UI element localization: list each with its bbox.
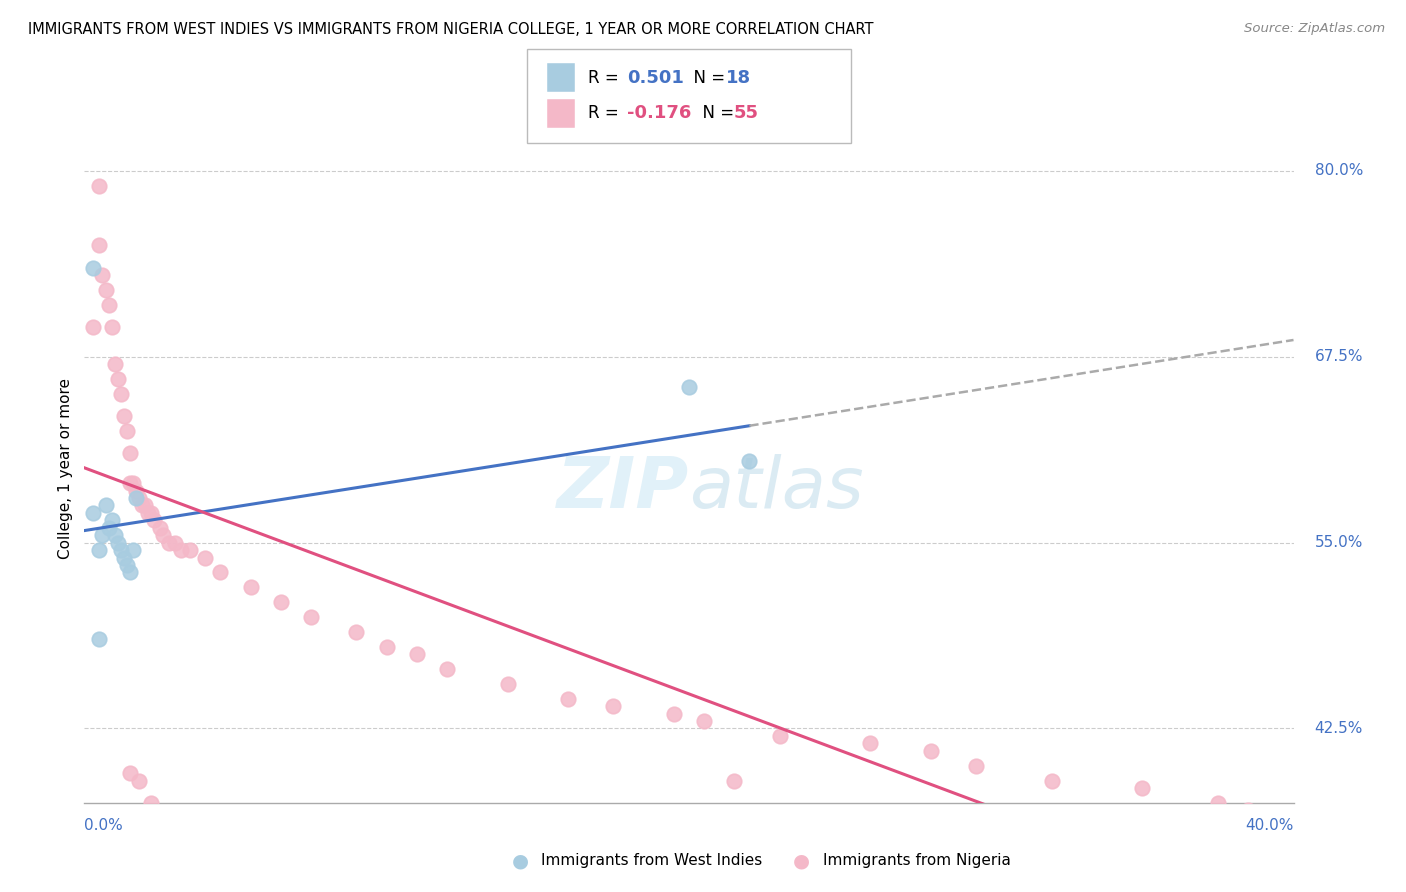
Point bbox=[662, 706, 685, 721]
Text: ●: ● bbox=[793, 851, 810, 871]
Point bbox=[375, 640, 398, 654]
Point bbox=[118, 476, 141, 491]
Point bbox=[115, 558, 138, 572]
Point bbox=[82, 320, 104, 334]
Point bbox=[142, 513, 165, 527]
Point bbox=[125, 491, 148, 505]
Text: 0.0%: 0.0% bbox=[84, 818, 124, 832]
Point bbox=[112, 550, 135, 565]
Point bbox=[163, 535, 186, 549]
Point bbox=[118, 766, 141, 780]
Point bbox=[194, 550, 217, 565]
Point bbox=[110, 543, 132, 558]
Point bbox=[131, 499, 153, 513]
Point bbox=[121, 543, 143, 558]
Point bbox=[89, 238, 111, 252]
Point bbox=[136, 506, 159, 520]
Point bbox=[1206, 796, 1229, 810]
Point bbox=[134, 499, 156, 513]
Point bbox=[693, 714, 716, 728]
Point bbox=[91, 528, 114, 542]
Point bbox=[965, 758, 987, 772]
Point bbox=[1237, 803, 1260, 817]
Point bbox=[104, 357, 127, 371]
Text: 0.501: 0.501 bbox=[627, 69, 683, 87]
Point bbox=[82, 506, 104, 520]
Text: 55.0%: 55.0% bbox=[1315, 535, 1362, 550]
Point bbox=[170, 543, 193, 558]
Point bbox=[104, 528, 127, 542]
Point bbox=[496, 677, 519, 691]
Point bbox=[602, 699, 624, 714]
Point bbox=[91, 268, 114, 282]
Point bbox=[299, 610, 322, 624]
Point bbox=[1130, 780, 1153, 795]
Y-axis label: College, 1 year or more: College, 1 year or more bbox=[58, 378, 73, 558]
Point bbox=[107, 535, 129, 549]
Text: -0.176: -0.176 bbox=[627, 104, 692, 122]
Point bbox=[179, 543, 201, 558]
Point bbox=[139, 796, 162, 810]
Point bbox=[118, 446, 141, 460]
Point bbox=[859, 736, 882, 750]
Text: N =: N = bbox=[692, 104, 740, 122]
Text: 42.5%: 42.5% bbox=[1315, 721, 1362, 736]
Point bbox=[1040, 773, 1063, 788]
Point bbox=[920, 744, 942, 758]
Point bbox=[94, 499, 117, 513]
Point bbox=[723, 773, 745, 788]
Text: ZIP: ZIP bbox=[557, 454, 689, 523]
Point bbox=[406, 647, 429, 661]
Text: 67.5%: 67.5% bbox=[1315, 350, 1362, 364]
Point bbox=[112, 409, 135, 424]
Point bbox=[115, 424, 138, 438]
Point bbox=[121, 476, 143, 491]
Point bbox=[678, 379, 700, 393]
Text: 55: 55 bbox=[734, 104, 759, 122]
Point bbox=[94, 283, 117, 297]
Point bbox=[270, 595, 292, 609]
Point bbox=[209, 566, 232, 580]
Point bbox=[118, 566, 141, 580]
Text: Immigrants from Nigeria: Immigrants from Nigeria bbox=[823, 854, 1011, 868]
Text: IMMIGRANTS FROM WEST INDIES VS IMMIGRANTS FROM NIGERIA COLLEGE, 1 YEAR OR MORE C: IMMIGRANTS FROM WEST INDIES VS IMMIGRANT… bbox=[28, 22, 873, 37]
Text: 40.0%: 40.0% bbox=[1246, 818, 1294, 832]
Text: 80.0%: 80.0% bbox=[1315, 163, 1362, 178]
Point bbox=[128, 491, 150, 505]
Point bbox=[152, 528, 174, 542]
Point bbox=[97, 521, 120, 535]
Point bbox=[769, 729, 792, 743]
Text: Source: ZipAtlas.com: Source: ZipAtlas.com bbox=[1244, 22, 1385, 36]
Text: atlas: atlas bbox=[689, 454, 863, 523]
Point bbox=[436, 662, 458, 676]
Point bbox=[107, 372, 129, 386]
Point bbox=[738, 454, 761, 468]
Point bbox=[239, 580, 262, 594]
Point bbox=[110, 387, 132, 401]
Point bbox=[139, 506, 162, 520]
Text: ●: ● bbox=[512, 851, 529, 871]
Text: N =: N = bbox=[683, 69, 731, 87]
Point bbox=[89, 632, 111, 647]
Point bbox=[100, 320, 122, 334]
Point bbox=[97, 298, 120, 312]
Point bbox=[346, 624, 368, 639]
Point bbox=[647, 840, 671, 855]
Text: Immigrants from West Indies: Immigrants from West Indies bbox=[541, 854, 762, 868]
Point bbox=[89, 178, 111, 193]
Point bbox=[557, 691, 579, 706]
Point bbox=[157, 535, 180, 549]
Point bbox=[125, 483, 148, 498]
Text: R =: R = bbox=[588, 104, 624, 122]
Point bbox=[100, 513, 122, 527]
Point bbox=[82, 260, 104, 275]
Text: R =: R = bbox=[588, 69, 624, 87]
Text: 18: 18 bbox=[725, 69, 751, 87]
Point bbox=[128, 773, 150, 788]
Point bbox=[149, 521, 172, 535]
Point bbox=[89, 543, 111, 558]
